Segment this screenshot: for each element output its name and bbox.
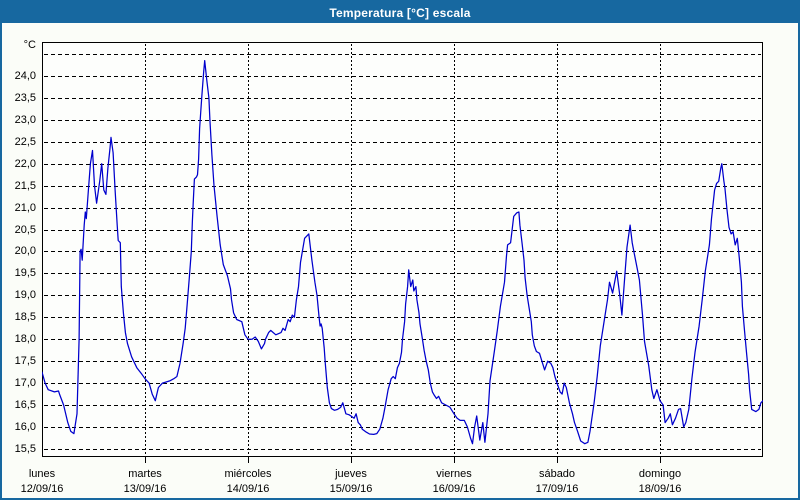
y-axis-tick-label: 19,5 bbox=[14, 267, 36, 280]
x-axis-day-label: domingo 18/09/16 bbox=[612, 467, 708, 497]
y-axis-tick-label: 16,5 bbox=[14, 399, 36, 412]
x-axis-day-label: lunes 12/09/16 bbox=[2, 467, 90, 497]
y-axis-tick-label: 22,0 bbox=[14, 157, 36, 170]
x-axis-day-label: martes 13/09/16 bbox=[97, 467, 193, 497]
day-date: 16/09/16 bbox=[432, 483, 476, 495]
x-axis-day-label: sábado 17/09/16 bbox=[509, 467, 605, 497]
plot-area bbox=[42, 42, 763, 466]
y-axis-tick-label: 15,5 bbox=[14, 442, 36, 455]
window-titlebar[interactable]: Temperatura [°C] escala bbox=[2, 2, 798, 23]
y-axis-tick-label: 17,0 bbox=[14, 377, 36, 390]
x-axis-day-label: viernes 16/09/16 bbox=[406, 467, 502, 497]
day-date: 12/09/16 bbox=[20, 483, 64, 495]
day-date: 18/09/16 bbox=[638, 483, 682, 495]
y-axis-tick-label: 23,5 bbox=[14, 91, 36, 104]
y-axis-tick-label: 22,5 bbox=[14, 135, 36, 148]
y-axis-unit-label: °C bbox=[23, 39, 36, 51]
day-name: viernes bbox=[436, 468, 472, 480]
y-axis-tick-label: 23,0 bbox=[14, 113, 36, 126]
day-date: 14/09/16 bbox=[226, 483, 270, 495]
x-axis-day-label: miércoles 14/09/16 bbox=[200, 467, 296, 497]
y-axis-tick-label: 16,0 bbox=[14, 420, 36, 433]
day-date: 17/09/16 bbox=[535, 483, 579, 495]
y-axis-tick-label: 24,0 bbox=[14, 69, 36, 82]
day-name: jueves bbox=[335, 468, 367, 480]
y-axis-tick-label: 21,5 bbox=[14, 179, 36, 192]
plot-border bbox=[42, 42, 763, 457]
day-name: lunes bbox=[28, 468, 56, 480]
y-axis-tick-label: 19,0 bbox=[14, 289, 36, 302]
y-axis-tick-label: 18,0 bbox=[14, 333, 36, 346]
day-date: 13/09/16 bbox=[123, 483, 167, 495]
day-name: sábado bbox=[538, 468, 576, 480]
window-title: Temperatura [°C] escala bbox=[329, 5, 471, 20]
x-axis-day-label: jueves 15/09/16 bbox=[303, 467, 399, 497]
y-axis-tick-label: 20,0 bbox=[14, 245, 36, 258]
y-axis-tick-label: 18,5 bbox=[14, 311, 36, 324]
y-axis-tick-label: 17,5 bbox=[14, 355, 36, 368]
temperature-line-chart bbox=[42, 42, 763, 463]
y-axis-tick-label: 21,0 bbox=[14, 201, 36, 214]
day-date: 15/09/16 bbox=[329, 483, 373, 495]
day-name: miércoles bbox=[224, 468, 272, 480]
day-name: domingo bbox=[638, 468, 682, 480]
chart-area: °C 24,0 23,5 23,0 22,5 22,0 21,5 21,0 20,5 20,0 1… bbox=[2, 23, 798, 498]
y-axis-tick-label: 20,5 bbox=[14, 223, 36, 236]
temperature-series-line bbox=[42, 59, 763, 445]
day-name: martes bbox=[128, 468, 162, 480]
